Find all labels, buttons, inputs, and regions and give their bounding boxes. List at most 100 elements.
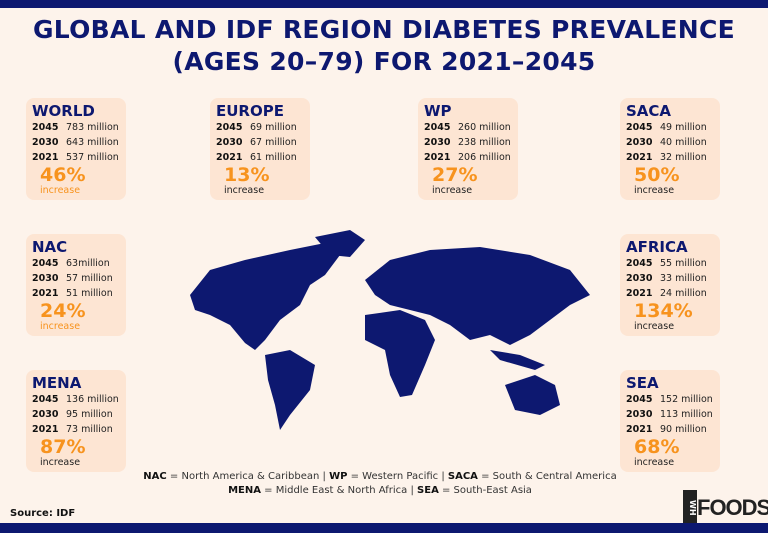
year: 2030 — [424, 137, 451, 148]
value: 238 million — [458, 137, 511, 148]
year-row: 2021 32 million — [626, 150, 714, 165]
year: 2030 — [626, 409, 653, 420]
year: 2030 — [216, 137, 243, 148]
year-row: 2045 260 million — [424, 120, 512, 135]
europe-asia — [365, 247, 590, 345]
abbreviation-meaning: = Western Pacific | — [347, 471, 448, 482]
legend-line-2: MENA = Middle East & North Africa | SEA … — [140, 484, 620, 498]
year-row: 2045 49 million — [626, 120, 714, 135]
year-row: 2030 643 million — [32, 135, 120, 150]
abbreviation-meaning: = Middle East & North Africa | — [260, 485, 418, 496]
value: 537 million — [66, 152, 119, 163]
value: 95 million — [66, 409, 113, 420]
year: 2045 — [424, 122, 451, 133]
year: 2021 — [626, 152, 653, 163]
increase-label: increase — [40, 321, 81, 332]
year-row: 2030 33 million — [626, 271, 714, 286]
year: 2021 — [32, 288, 59, 299]
increase-percent: 13% — [224, 164, 270, 186]
year-row: 2045 69 million — [216, 120, 304, 135]
year: 2030 — [626, 273, 653, 284]
year: 2045 — [32, 394, 59, 405]
north-america — [190, 243, 340, 350]
region-card-europe: EUROPE 2045 69 million 2030 67 million 2021 61… — [210, 98, 310, 200]
abbreviation: NAC — [143, 471, 167, 482]
value: 55 million — [660, 258, 707, 269]
year-row: 2021 24 million — [626, 286, 714, 301]
year: 2045 — [626, 258, 653, 269]
value: 90 million — [660, 424, 707, 435]
logo-mark: WH — [683, 490, 697, 526]
increase-percent: 27% — [432, 164, 478, 186]
year-row: 2045 55 million — [626, 256, 714, 271]
year: 2030 — [32, 137, 59, 148]
region-name: WORLD — [32, 102, 95, 120]
year-row: 2030 113 million — [626, 407, 714, 422]
world-map — [190, 230, 590, 430]
increase-percent: 68% — [634, 436, 680, 458]
australia — [505, 375, 560, 415]
year-row: 2021 61 million — [216, 150, 304, 165]
year-row: 2021 206 million — [424, 150, 512, 165]
value: 136 million — [66, 394, 119, 405]
increase-label: increase — [634, 321, 675, 332]
region-card-africa: AFRICA 2045 55 million 2030 33 million 2021 24… — [620, 234, 720, 336]
legend-line-1: NAC = North America & Caribbean | WP = W… — [140, 470, 620, 484]
region-name: NAC — [32, 238, 68, 256]
increase-percent: 87% — [40, 436, 86, 458]
year-row: 2030 40 million — [626, 135, 714, 150]
abbreviation-legend: NAC = North America & Caribbean | WP = W… — [140, 470, 620, 498]
region-name: SEA — [626, 374, 659, 392]
year: 2030 — [32, 273, 59, 284]
region-name: MENA — [32, 374, 82, 392]
value: 69 million — [250, 122, 297, 133]
year: 2021 — [626, 288, 653, 299]
abbreviation: WP — [329, 471, 348, 482]
abbreviation-meaning: = South-East Asia — [438, 485, 532, 496]
increase-percent: 24% — [40, 300, 86, 322]
value: 67 million — [250, 137, 297, 148]
value: 643 million — [66, 137, 119, 148]
region-card-world: WORLD 2045 783 million 2030 643 million 2021 5… — [26, 98, 126, 200]
value: 113 million — [660, 409, 713, 420]
increase-label: increase — [634, 185, 675, 196]
region-card-sea: SEA 2045 152 million 2030 113 million 2021 90 … — [620, 370, 720, 472]
abbreviation: MENA — [228, 485, 261, 496]
increase-percent: 50% — [634, 164, 680, 186]
abbreviation-meaning: = South & Central America — [477, 471, 617, 482]
value: 152 million — [660, 394, 713, 405]
increase-percent: 46% — [40, 164, 86, 186]
value: 40 million — [660, 137, 707, 148]
year-row: 2021 51 million — [32, 286, 120, 301]
value: 73 million — [66, 424, 113, 435]
year: 2030 — [32, 409, 59, 420]
value: 61 million — [250, 152, 297, 163]
year-row: 2021 90 million — [626, 422, 714, 437]
top-bar — [0, 0, 768, 8]
year: 2021 — [32, 152, 59, 163]
value: 783 million — [66, 122, 119, 133]
value: 63million — [66, 258, 110, 269]
abbreviation-meaning: = North America & Caribbean | — [166, 471, 330, 482]
year: 2045 — [626, 122, 653, 133]
africa — [365, 310, 435, 397]
increase-label: increase — [224, 185, 265, 196]
year-row: 2030 95 million — [32, 407, 120, 422]
increase-label: increase — [40, 457, 81, 468]
year: 2045 — [32, 122, 59, 133]
page-title: GLOBAL AND IDF REGION DIABETES PREVALENC… — [32, 15, 736, 76]
year-row: 2045 63million — [32, 256, 120, 271]
value: 33 million — [660, 273, 707, 284]
year: 2045 — [216, 122, 243, 133]
source-note: Source: IDF — [10, 508, 76, 519]
year-row: 2021 73 million — [32, 422, 120, 437]
year-row: 2021 537 million — [32, 150, 120, 165]
year-row: 2030 57 million — [32, 271, 120, 286]
value: 206 million — [458, 152, 511, 163]
value: 24 million — [660, 288, 707, 299]
indonesia — [490, 350, 545, 370]
year: 2021 — [424, 152, 451, 163]
year-row: 2045 136 million — [32, 392, 120, 407]
value: 260 million — [458, 122, 511, 133]
year-row: 2030 238 million — [424, 135, 512, 150]
